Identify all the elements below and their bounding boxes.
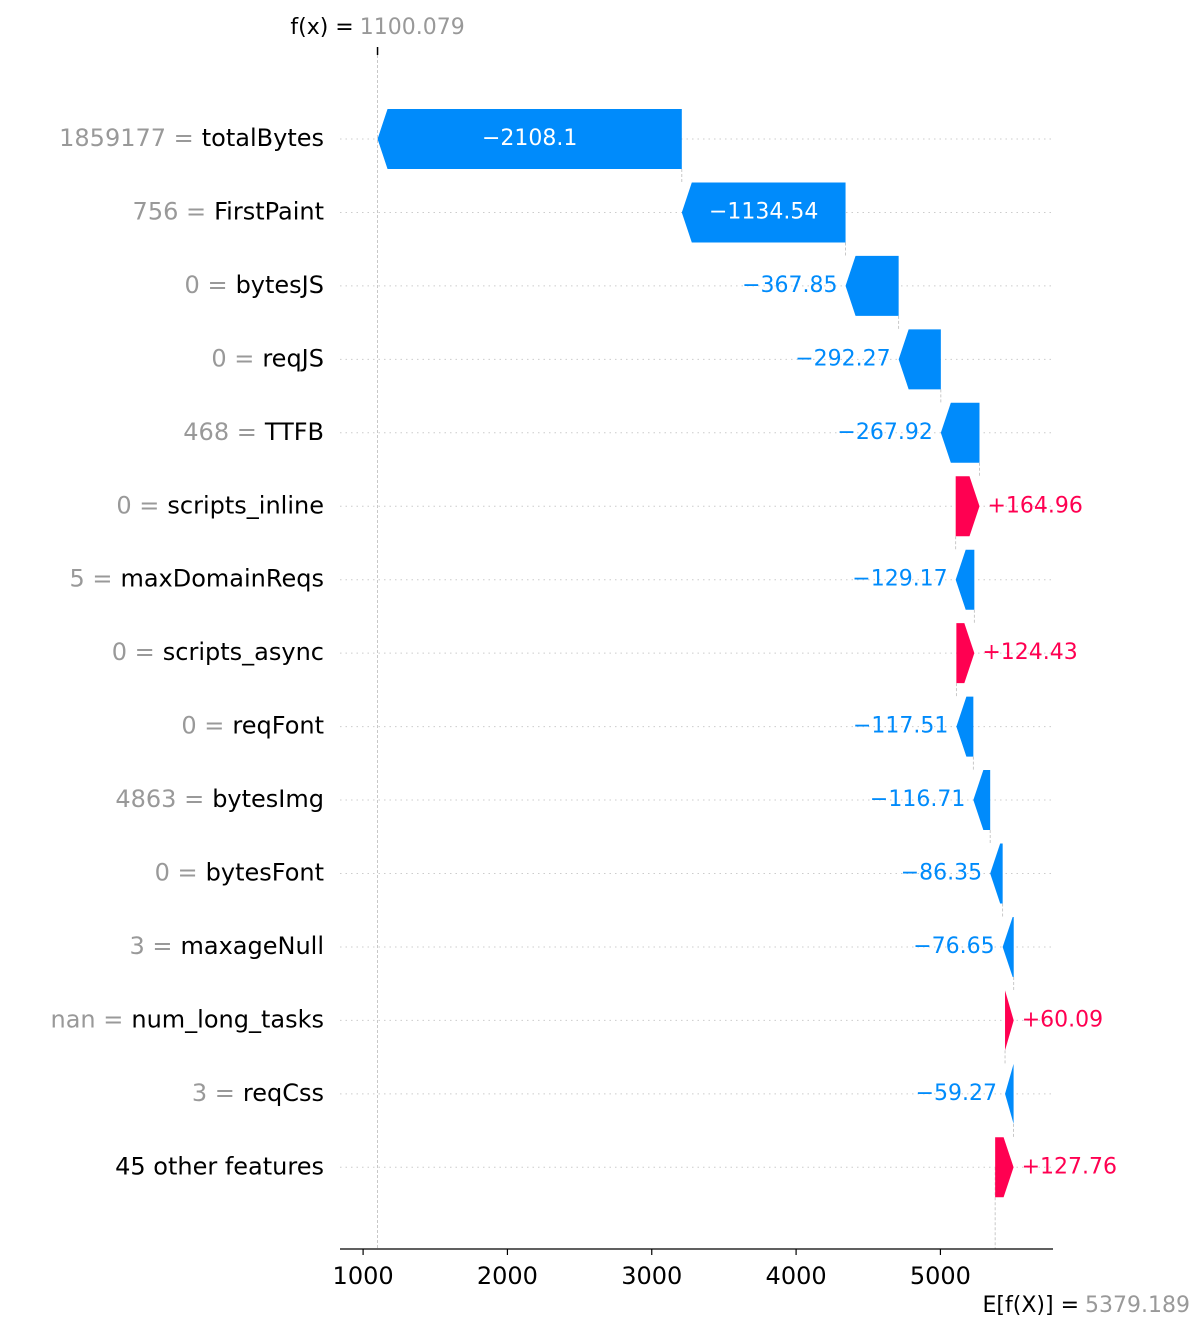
- feature-label: 4863 = bytesImg: [115, 785, 324, 813]
- feature-name: maxageNull: [181, 932, 325, 960]
- feature-label: 3 = maxageNull: [129, 932, 324, 960]
- bar: [955, 476, 980, 537]
- bar: [681, 182, 846, 243]
- feature-value: 0 =: [155, 859, 198, 887]
- fx-value: 1100.079: [360, 15, 465, 40]
- feature-label: 756 = FirstPaint: [133, 197, 324, 225]
- bar: [955, 549, 975, 610]
- x-tick-label: 1000: [333, 1262, 394, 1290]
- feature-label: 0 = reqFont: [181, 712, 324, 740]
- bar: [973, 770, 991, 831]
- value-label: −267.92: [837, 420, 932, 445]
- feature-label: 1859177 = totalBytes: [59, 124, 324, 152]
- value-label: +164.96: [988, 493, 1083, 518]
- feature-value: 0 =: [211, 344, 254, 372]
- fx-label: f(x) = 1100.079: [290, 15, 464, 40]
- bar: [995, 1137, 1014, 1198]
- bar: [990, 843, 1003, 904]
- feature-label: 0 = bytesFont: [155, 859, 324, 887]
- feature-name: reqFont: [232, 712, 324, 740]
- value-label: −367.85: [742, 273, 837, 298]
- x-tick-label: 4000: [766, 1262, 827, 1290]
- feature-value: 4863 =: [115, 785, 204, 813]
- bar: [1005, 1063, 1014, 1124]
- feature-value: 0 =: [112, 638, 155, 666]
- feature-name: bytesJS: [236, 271, 324, 299]
- base-value: 5379.189: [1085, 1293, 1190, 1318]
- feature-name: TTFB: [264, 418, 324, 446]
- feature-value: 1859177 =: [59, 124, 194, 152]
- feature-label: 0 = scripts_async: [112, 638, 324, 666]
- feature-value: 0 =: [181, 712, 224, 740]
- value-label: +127.76: [1022, 1154, 1117, 1179]
- value-label: −76.65: [913, 934, 994, 959]
- bar: [1002, 916, 1014, 977]
- feature-label: 0 = bytesJS: [185, 271, 324, 299]
- feature-name: scripts_async: [163, 638, 324, 666]
- value-label: +124.43: [982, 640, 1077, 665]
- feature-value: 0 =: [185, 271, 228, 299]
- value-label: +60.09: [1022, 1007, 1103, 1032]
- feature-name: bytesFont: [206, 859, 324, 887]
- fx-name: f(x) =: [290, 15, 353, 40]
- value-label: −1134.54: [709, 199, 818, 224]
- feature-value: 0 =: [116, 491, 159, 519]
- feature-name: reqCss: [243, 1079, 324, 1107]
- feature-name: reqJS: [262, 344, 324, 372]
- value-label: −116.71: [870, 787, 965, 812]
- x-tick-label: 3000: [621, 1262, 682, 1290]
- feature-value: 756 =: [133, 197, 207, 225]
- value-label: −2108.1: [482, 126, 577, 151]
- feature-name: 45 other features: [115, 1152, 324, 1180]
- feature-label: 468 = TTFB: [183, 418, 324, 446]
- feature-name: num_long_tasks: [131, 1005, 324, 1033]
- bar: [845, 255, 899, 316]
- base-name: E[f(X)] =: [983, 1293, 1079, 1318]
- value-label: −117.51: [853, 714, 948, 739]
- feature-name: bytesImg: [212, 785, 324, 813]
- feature-name: maxDomainReqs: [120, 565, 324, 593]
- bar: [898, 329, 941, 390]
- feature-value: 3 =: [192, 1079, 235, 1107]
- bar: [940, 402, 980, 463]
- x-tick-label: 2000: [477, 1262, 538, 1290]
- feature-label: 0 = reqJS: [211, 344, 324, 372]
- feature-value: 5 =: [69, 565, 112, 593]
- feature-label: 5 = maxDomainReqs: [69, 565, 324, 593]
- value-label: −129.17: [852, 567, 947, 592]
- feature-name: FirstPaint: [214, 197, 324, 225]
- bar: [956, 696, 974, 757]
- feature-value: nan =: [51, 1005, 124, 1033]
- feature-name: totalBytes: [202, 124, 324, 152]
- value-label: −86.35: [901, 861, 982, 886]
- bar: [377, 109, 682, 169]
- feature-label: 3 = reqCss: [192, 1079, 324, 1107]
- x-tick-label: 5000: [910, 1262, 971, 1290]
- feature-label: nan = num_long_tasks: [51, 1005, 325, 1033]
- value-label: −59.27: [916, 1081, 997, 1106]
- value-label: −292.27: [795, 346, 890, 371]
- bar: [1005, 990, 1014, 1051]
- feature-label: 0 = scripts_inline: [116, 491, 324, 519]
- feature-label: 45 other features: [115, 1152, 324, 1180]
- bar: [956, 623, 975, 684]
- feature-name: scripts_inline: [167, 491, 324, 519]
- feature-value: 3 =: [129, 932, 172, 960]
- base-label: E[f(X)] = 5379.189: [983, 1293, 1190, 1318]
- feature-value: 468 =: [183, 418, 257, 446]
